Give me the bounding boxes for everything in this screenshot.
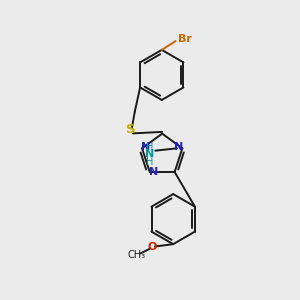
Text: CH₃: CH₃ — [128, 250, 146, 260]
Text: S: S — [127, 123, 136, 136]
Text: H: H — [146, 157, 154, 167]
Text: N: N — [174, 142, 183, 152]
Text: O: O — [147, 242, 157, 252]
Text: Br: Br — [178, 34, 192, 44]
Text: N: N — [141, 142, 151, 152]
Text: N: N — [149, 167, 158, 177]
Text: N: N — [145, 149, 154, 159]
Text: H: H — [146, 142, 154, 152]
